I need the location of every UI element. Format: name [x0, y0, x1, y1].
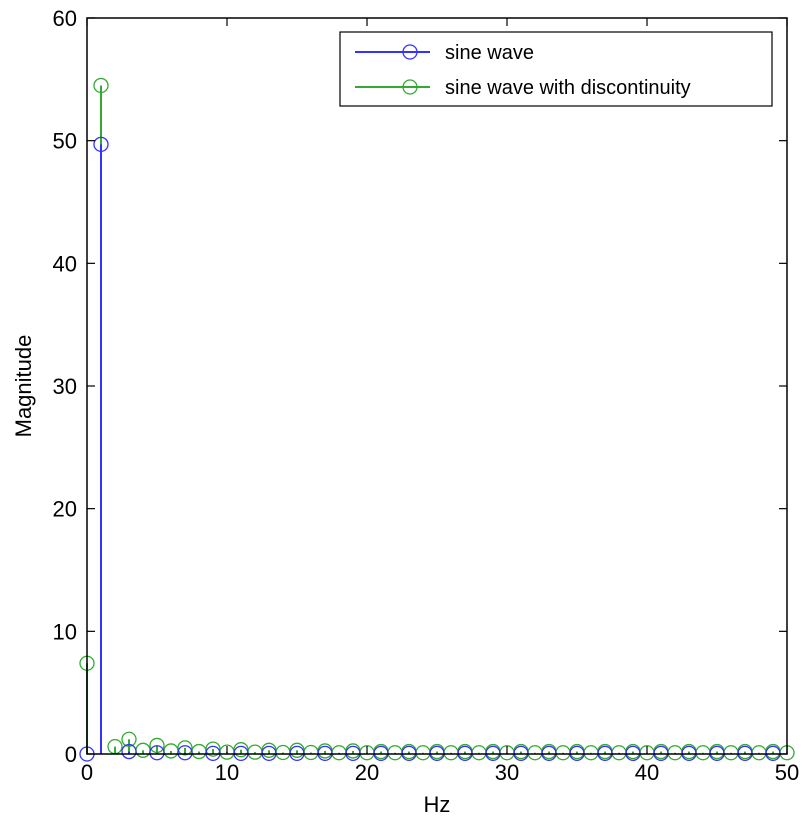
series-layer — [79, 77, 795, 762]
stem-marker — [121, 743, 137, 760]
y-tick-label: 60 — [53, 6, 77, 31]
y-tick-label: 50 — [53, 129, 77, 154]
stem-marker — [93, 136, 109, 152]
x-tick-label: 30 — [495, 760, 519, 785]
ticks-layer: 0 10 20 30 40 50 0 10 20 30 40 50 60 — [53, 6, 800, 785]
stem-marker — [93, 77, 109, 94]
stem-marker — [149, 745, 165, 761]
y-tick-label: 20 — [53, 497, 77, 522]
stem-marker — [177, 740, 193, 756]
legend-swatch-marker — [402, 44, 418, 60]
y-tick-label: 30 — [53, 374, 77, 399]
y-tick-label: 10 — [53, 619, 77, 644]
x-tick-label: 10 — [215, 760, 239, 785]
legend-label: sine wave with discontinuity — [445, 77, 691, 99]
series-1 — [79, 77, 795, 761]
y-tick-label: 0 — [65, 742, 77, 767]
legend-swatch-marker — [402, 79, 418, 95]
plot-frame — [86, 17, 788, 755]
y-tick-label: 40 — [53, 251, 77, 276]
legend-entries: sine wave sine wave with discontinuity — [355, 42, 691, 99]
stem-marker — [177, 745, 193, 761]
legend-label: sine wave — [445, 42, 534, 64]
stem-marker — [149, 737, 165, 754]
legend: sine wave sine wave with discontinuity — [339, 31, 773, 107]
x-tick-label: 40 — [635, 760, 659, 785]
y-axis-label: Magnitude — [11, 335, 36, 438]
x-axis-label: Hz — [424, 792, 451, 817]
x-tick-label: 20 — [355, 760, 379, 785]
stem-marker — [121, 731, 137, 747]
x-tick-label: 50 — [775, 760, 799, 785]
series-0 — [79, 136, 781, 762]
x-tick-label: 0 — [81, 760, 93, 785]
